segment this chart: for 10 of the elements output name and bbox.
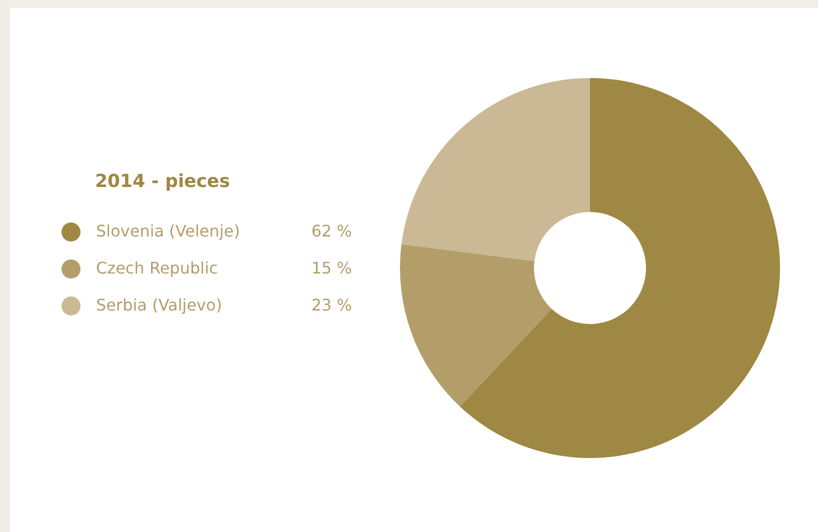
legend-label: Czech Republic	[96, 258, 218, 278]
data-label: 23 %	[311, 295, 352, 314]
donut-slice	[400, 244, 552, 407]
legend-title: 2014 - pieces	[95, 170, 230, 192]
donut-slice	[402, 78, 590, 261]
legend-label: Serbia (Valjevo)	[96, 295, 222, 314]
data-label: 15 %	[311, 258, 352, 278]
legend-label: Slovenia (Velenje)	[96, 221, 240, 240]
data-label: 62 %	[311, 221, 352, 240]
donut-slice	[460, 78, 780, 458]
